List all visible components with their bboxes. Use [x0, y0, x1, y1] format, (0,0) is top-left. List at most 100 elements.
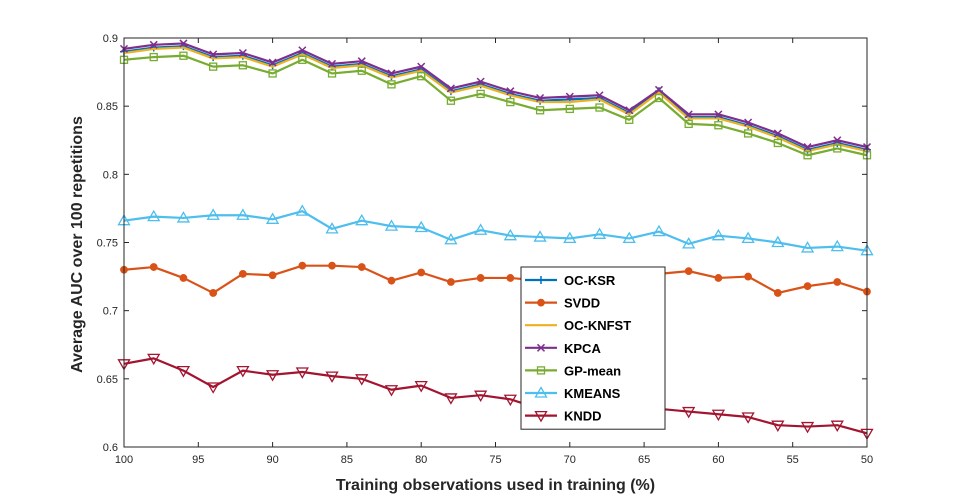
data-point-kmeans: [622, 231, 636, 244]
data-point-kmeans: [325, 222, 339, 234]
data-point-svdd: [387, 276, 396, 285]
legend-item-oc-ksr: OC-KSR: [525, 273, 616, 288]
data-point-kpca: [625, 106, 634, 115]
data-point-kndd: [147, 353, 161, 366]
data-point-gp-mean: [209, 62, 218, 71]
data-point-kmeans: [771, 235, 785, 248]
legend-marker-svdd: [537, 298, 545, 307]
series-oc-knfst: [123, 46, 868, 153]
y-tick-label: 0.6: [103, 442, 118, 454]
data-point-svdd: [506, 274, 515, 282]
y-tick-label: 0.8: [103, 169, 118, 181]
legend-marker-gp-mean: [536, 366, 546, 375]
data-point-kpca: [238, 48, 247, 58]
data-point-kpca: [357, 57, 366, 66]
data-point-gp-mean: [149, 52, 158, 62]
data-point-gp-mean: [684, 119, 693, 129]
data-point-kpca: [595, 91, 604, 100]
data-point-kpca: [328, 59, 337, 68]
y-tick-label: 0.9: [103, 33, 118, 45]
legend-item-gp-mean: GP-mean: [525, 363, 621, 378]
data-point-svdd: [417, 268, 426, 277]
x-tick-label: 85: [341, 454, 353, 466]
data-point-kndd: [325, 371, 339, 383]
data-point-kpca: [387, 69, 396, 78]
legend-label-svdd: SVDD: [564, 296, 600, 311]
plot-area: [124, 38, 867, 447]
data-point-kpca: [298, 46, 307, 55]
data-point-kpca: [149, 40, 158, 49]
x-tick-label: 80: [415, 454, 427, 466]
data-point-gp-mean: [625, 115, 634, 124]
data-point-kndd: [800, 421, 815, 434]
legend: OC-KSR SVDD OC-KNFST KPCA GP-mean KMEANS KNDD: [520, 266, 666, 430]
x-tick-label: 75: [489, 454, 501, 466]
series-line-gp-mean: [123, 54, 868, 157]
data-point-kmeans: [652, 224, 666, 237]
axes-layer: 100 95 90 85 80 75 70 65 60 55 50 0.6 0.65 0.7 0.75 0.8…: [97, 33, 874, 466]
y-tick-label: 0.75: [97, 238, 118, 250]
data-point-kndd: [236, 366, 250, 378]
data-point-kndd: [741, 412, 755, 424]
data-point-kmeans: [533, 230, 547, 242]
data-point-gp-mean: [298, 55, 307, 64]
data-point-gp-mean: [833, 144, 842, 153]
data-point-gp-mean: [357, 66, 366, 75]
y-tick-label: 0.7: [103, 306, 118, 318]
data-point-kmeans: [800, 241, 815, 253]
data-point-kpca: [536, 93, 545, 103]
legend-label-oc-knfst: OC-KNFST: [564, 318, 631, 333]
data-point-kndd: [355, 374, 369, 386]
data-point-kndd: [503, 394, 517, 407]
data-point-svdd: [238, 269, 247, 278]
data-point-svdd: [744, 272, 753, 281]
series-kpca: [119, 39, 872, 152]
data-point-svdd: [179, 274, 188, 282]
data-point-gp-mean: [268, 69, 277, 78]
x-axis-title: Training observations used in training (…: [336, 477, 655, 494]
y-tick-label: 0.85: [97, 101, 118, 113]
legend-marker-kpca: [536, 343, 546, 352]
legend-item-kmeans: KMEANS: [525, 386, 621, 401]
data-point-kmeans: [147, 209, 161, 222]
data-point-svdd: [328, 261, 336, 270]
data-point-kpca: [268, 58, 277, 67]
legend-item-oc-knfst: OC-KNFST: [525, 318, 631, 333]
series-layer: [117, 39, 874, 441]
data-point-kmeans: [355, 213, 369, 226]
data-point-svdd: [714, 274, 723, 282]
series-line-kmeans: [123, 210, 868, 252]
data-point-kmeans: [830, 239, 844, 252]
data-point-kmeans: [206, 208, 220, 220]
data-point-svdd: [833, 278, 842, 286]
data-point-svdd: [298, 261, 307, 270]
legend-label-kmeans: KMEANS: [564, 386, 621, 401]
data-point-kpca: [803, 143, 812, 152]
data-point-svdd: [803, 282, 812, 291]
data-point-gp-mean: [654, 93, 664, 103]
data-point-kndd: [384, 385, 399, 397]
data-point-kpca: [714, 110, 723, 119]
series-line-kndd: [123, 357, 868, 435]
data-point-gp-mean: [327, 69, 337, 78]
legend-marker-kmeans: [534, 386, 548, 398]
data-point-kndd: [474, 390, 488, 402]
data-point-kndd: [682, 406, 696, 419]
data-point-kndd: [176, 366, 191, 378]
data-point-kmeans: [711, 228, 726, 241]
data-point-svdd: [268, 271, 277, 280]
data-point-gp-mean: [476, 89, 485, 99]
legend-label-gp-mean: GP-mean: [564, 363, 621, 378]
data-point-gp-mean: [714, 121, 723, 130]
data-point-kmeans: [295, 204, 309, 216]
data-point-gp-mean: [506, 97, 515, 107]
data-point-kndd: [711, 409, 726, 422]
data-point-kmeans: [503, 228, 517, 241]
data-point-kpca: [654, 85, 663, 94]
x-tick-label: 55: [787, 454, 799, 466]
data-point-kpca: [446, 84, 455, 93]
legend-label-oc-ksr: OC-KSR: [564, 273, 616, 288]
data-point-svdd: [684, 267, 693, 276]
data-point-kmeans: [474, 223, 488, 235]
